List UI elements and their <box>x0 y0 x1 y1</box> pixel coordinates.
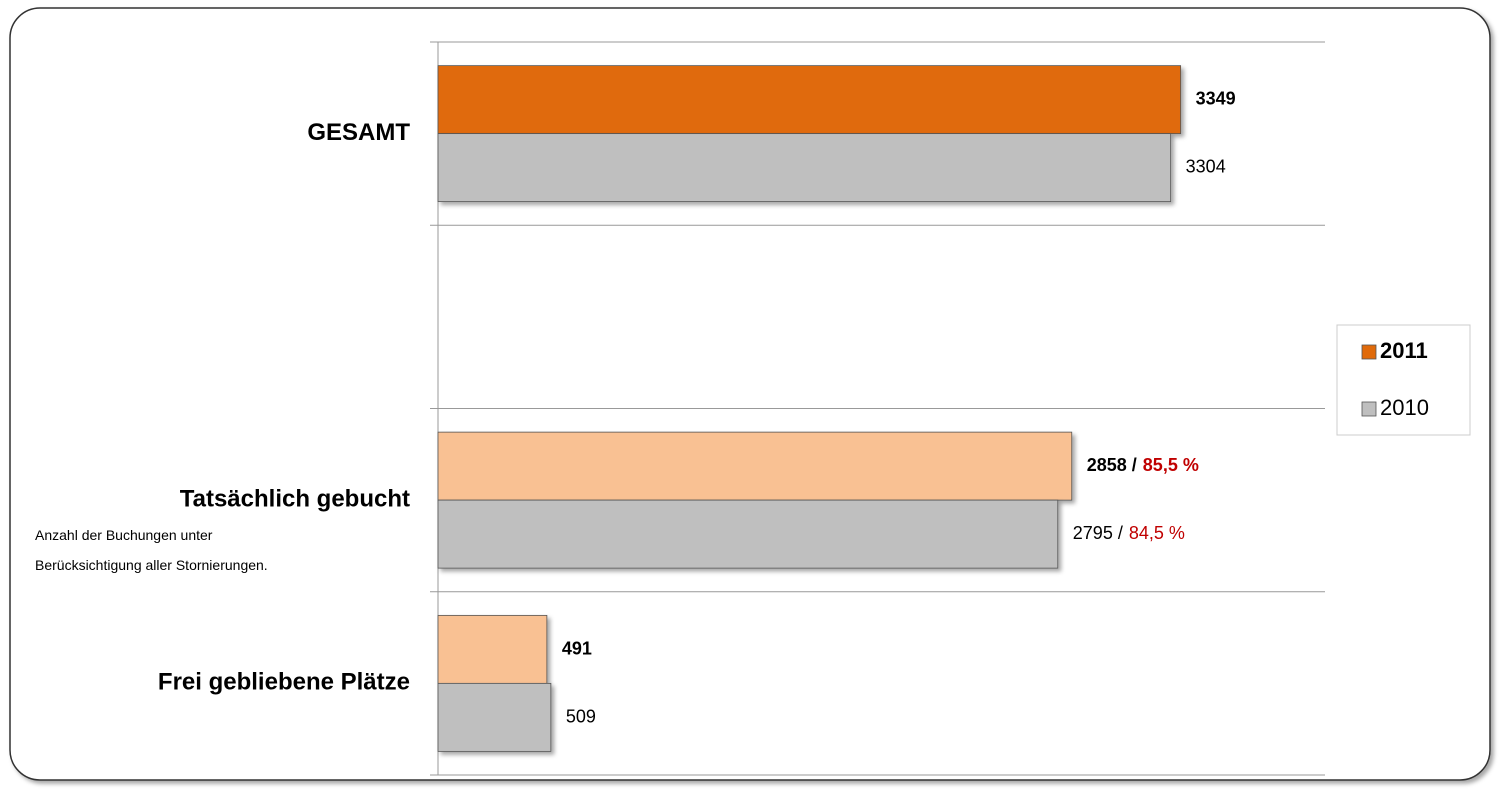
value-label-number: 3349 <box>1196 88 1236 108</box>
category-label: GESAMT <box>307 119 410 146</box>
value-label: 3304 <box>1186 156 1226 176</box>
value-label: 3349 <box>1196 88 1236 108</box>
value-label-number: 491 <box>562 638 592 658</box>
value-label-number: 2795 / <box>1073 523 1123 543</box>
percent-label: 85,5 % <box>1143 455 1199 475</box>
category-note: Anzahl der Buchungen unter <box>35 527 213 543</box>
legend-swatch <box>1361 344 1377 360</box>
bar <box>437 431 1073 501</box>
legend-label: 2010 <box>1380 395 1429 420</box>
value-label: 509 <box>566 706 596 726</box>
value-label: 491 <box>562 638 592 658</box>
bar <box>437 65 1182 135</box>
bar <box>437 133 1172 203</box>
bar <box>437 682 552 752</box>
value-label-number: 2858 / <box>1087 455 1137 475</box>
category-label: Tatsächlich gebucht <box>180 485 410 512</box>
value-label: 2795 / 84,5 % <box>1073 523 1185 543</box>
bar <box>437 614 548 684</box>
bar <box>437 499 1059 569</box>
value-label-number: 3304 <box>1186 156 1226 176</box>
value-label-number: 509 <box>566 706 596 726</box>
category-label: Frei gebliebene Plätze <box>158 669 410 696</box>
legend-label: 2011 <box>1380 338 1428 363</box>
legend-box <box>1336 324 1471 436</box>
percent-label: 84,5 % <box>1129 523 1185 543</box>
category-note: Berücksichtigung aller Stornierungen. <box>35 557 268 573</box>
legend-swatch <box>1361 401 1377 417</box>
value-label: 2858 / 85,5 % <box>1087 455 1199 475</box>
